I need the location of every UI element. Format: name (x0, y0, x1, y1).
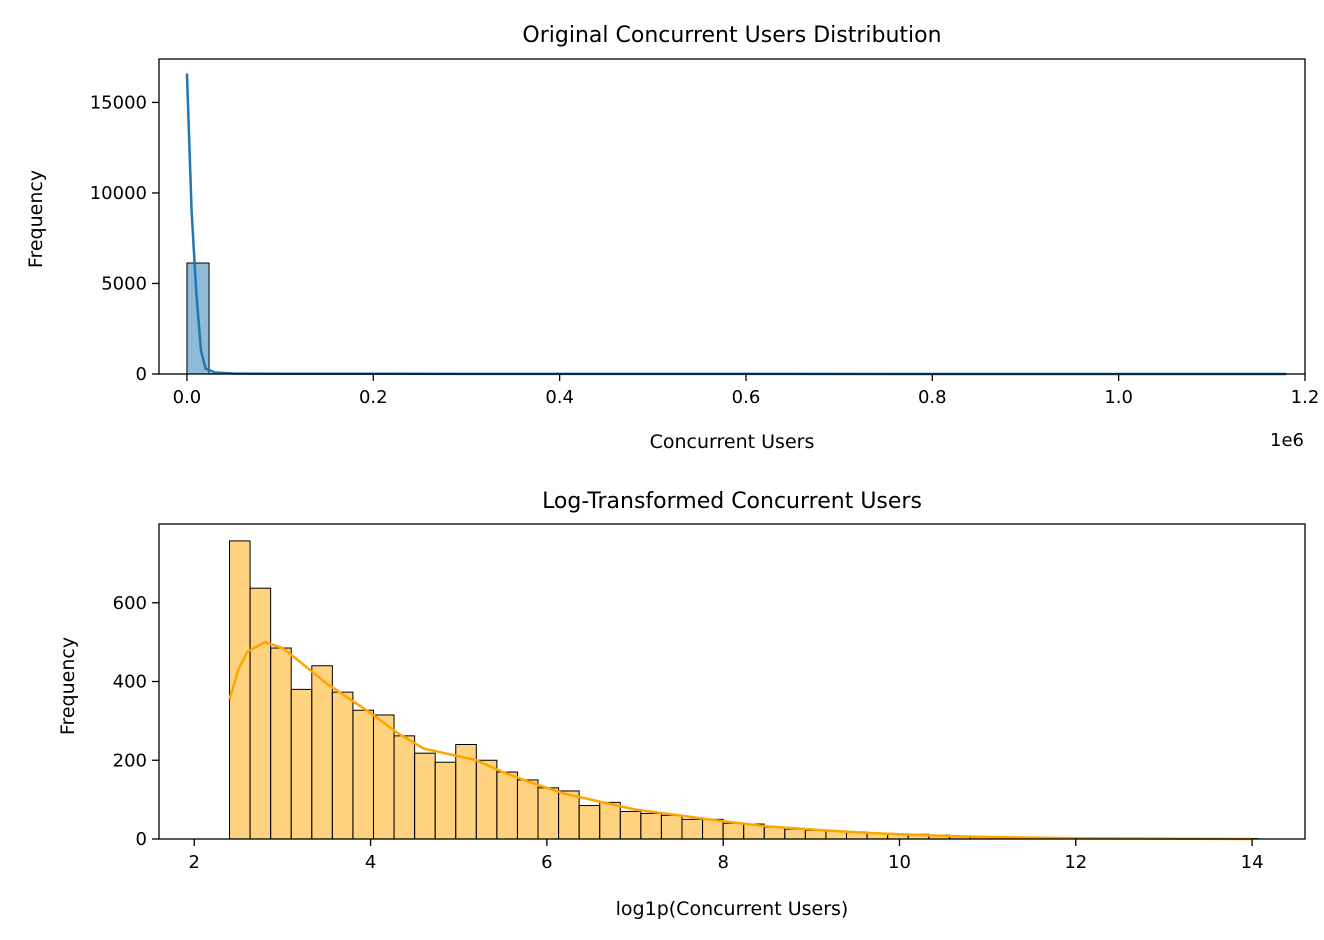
top-chart-panel: Original Concurrent Users Distribution F… (25, 23, 1319, 453)
top-chart-x-tick-label: 1.0 (1104, 387, 1133, 408)
top-chart-x-tick-label: 1.2 (1291, 387, 1320, 408)
top-chart-x-offset-label: 1e6 (1270, 430, 1304, 451)
bottom-chart-bar (804, 829, 827, 840)
bottom-chart-bar (619, 810, 642, 840)
bottom-chart-x-tick-label: 6 (541, 852, 552, 873)
bottom-chart-y-tick-label: 0 (136, 829, 147, 850)
bottom-chart-x-tick-label: 10 (888, 852, 911, 873)
top-chart-x-axis-label: Concurrent Users (650, 431, 815, 453)
bottom-chart-y-tick-label: 200 (113, 750, 147, 771)
bottom-chart-bar (393, 735, 416, 840)
bottom-chart-y-axis-label: Frequency (57, 637, 79, 735)
bottom-chart-x-tick-label: 4 (365, 852, 376, 873)
bottom-chart-x-tick-label: 14 (1241, 852, 1264, 873)
bottom-chart-bar (475, 759, 498, 840)
bottom-chart-bar (434, 761, 457, 840)
bottom-chart-bar (558, 790, 580, 840)
bottom-chart-bar (516, 779, 539, 840)
bottom-chart-bar (660, 814, 683, 840)
top-chart-y-tick-label: 10000 (90, 183, 147, 204)
bottom-chart-bar (352, 709, 374, 840)
top-chart-y-tick-label: 5000 (101, 273, 147, 294)
top-chart-title: Original Concurrent Users Distribution (522, 23, 941, 48)
bottom-chart-bar (599, 801, 621, 840)
top-chart-x-tick-label: 0.6 (732, 387, 761, 408)
bottom-chart-bar (311, 665, 333, 840)
bottom-chart-title: Log-Transformed Concurrent Users (542, 489, 922, 514)
bottom-chart-bar (331, 691, 354, 840)
bottom-chart-bar (722, 822, 745, 840)
bottom-chart-bar (640, 812, 662, 840)
top-chart-kde-line (185, 73, 1287, 376)
bottom-chart-x-tick-label: 2 (189, 852, 200, 873)
bottom-chart-bar (372, 714, 395, 840)
bottom-chart-bar (537, 787, 560, 840)
bottom-chart-panel: Log-Transformed Concurrent Users Frequen… (57, 489, 1306, 920)
top-chart-x-tick-label: 0.8 (918, 387, 947, 408)
top-chart-frame (158, 58, 1306, 375)
bottom-chart-y-tick-label: 600 (113, 593, 147, 614)
bottom-chart-x-axis-label: log1p(Concurrent Users) (616, 898, 849, 920)
top-chart-x-tick-label: 0.2 (359, 387, 388, 408)
bottom-chart-bar (784, 828, 806, 840)
top-chart-x-tick-label: 0.0 (173, 387, 202, 408)
bottom-chart-frame (158, 523, 1306, 840)
bottom-chart-bar (763, 826, 786, 840)
bottom-chart-bar (270, 647, 292, 840)
bottom-chart-bar (414, 752, 436, 840)
top-chart-y-tick-label: 0 (136, 364, 147, 385)
bottom-chart-x-tick-label: 12 (1064, 852, 1087, 873)
top-chart-y-axis-label: Frequency (25, 170, 47, 268)
bottom-chart-bar (702, 818, 724, 840)
bottom-chart-kde-line (228, 640, 1253, 841)
bottom-chart-x-tick-label: 8 (717, 852, 728, 873)
bottom-chart-bar (578, 805, 601, 840)
bottom-chart-bar (290, 688, 313, 840)
bottom-chart-bar (249, 587, 272, 840)
top-chart-y-tick-label: 15000 (90, 92, 147, 113)
bottom-chart-bar (496, 771, 518, 840)
top-chart-x-tick-label: 0.4 (545, 387, 574, 408)
bottom-chart-y-tick-label: 400 (113, 672, 147, 693)
bottom-chart-bar (681, 818, 704, 840)
